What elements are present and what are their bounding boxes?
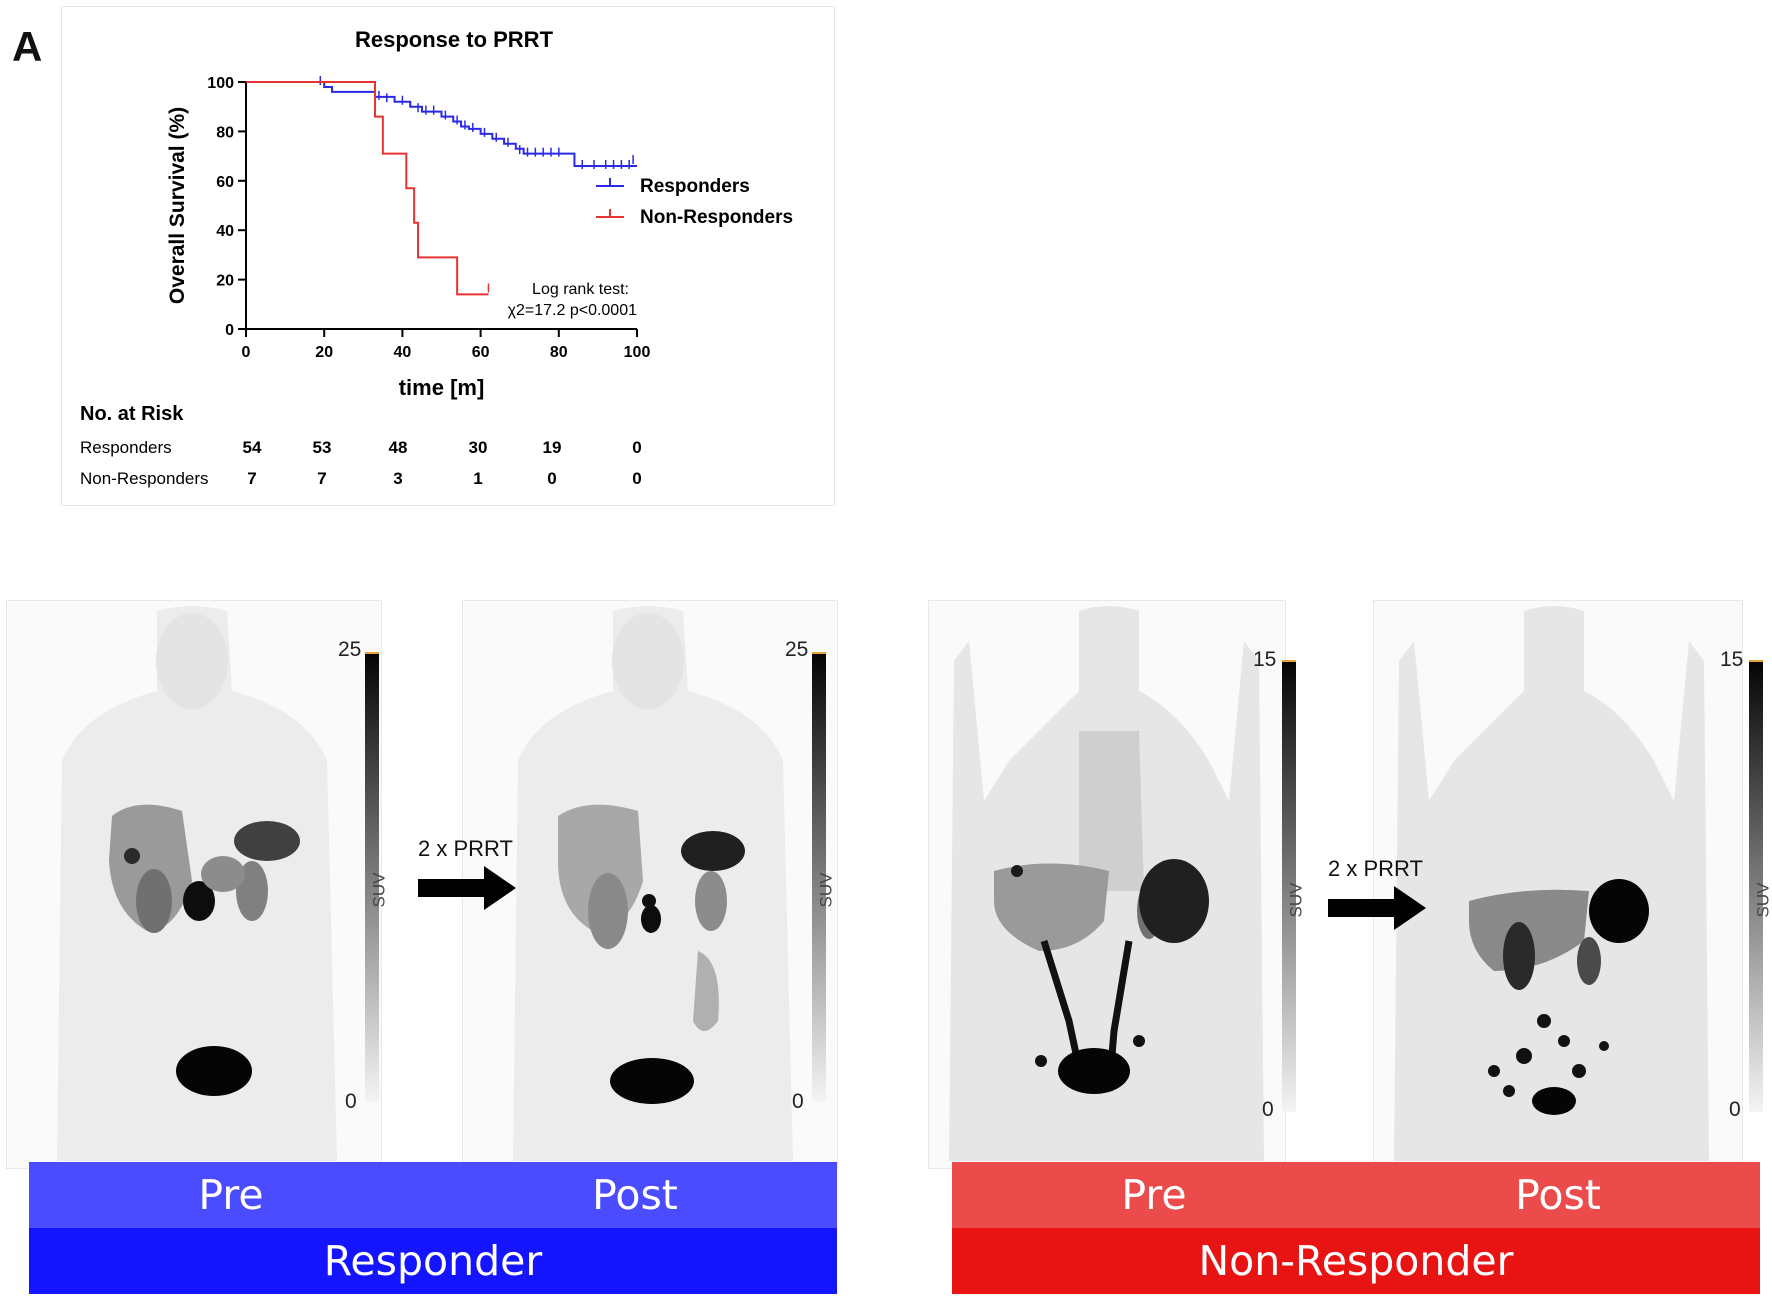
risk-table-title: No. at Risk xyxy=(80,403,184,425)
scan-pre-nonresponder xyxy=(928,600,1286,1169)
suv-colorbar-c-post xyxy=(1749,660,1763,1112)
scan-post-nonresponder xyxy=(1373,600,1743,1169)
x-axis-title: time [m] xyxy=(399,375,485,400)
y-axis-title: Overall Survival (%) xyxy=(166,107,189,304)
risk-cell: 7 xyxy=(247,469,256,488)
label-responder-group: Responder xyxy=(29,1228,837,1294)
x-tick-label: 20 xyxy=(315,344,333,361)
y-tick-label: 80 xyxy=(216,124,234,141)
y-tick-label: 0 xyxy=(225,322,234,339)
arrow-label-b: 2 x PRRT xyxy=(418,836,513,861)
risk-cell: 0 xyxy=(547,469,556,488)
suv-colorbar-b-pre xyxy=(365,652,379,1102)
risk-row-label: Non-Responders xyxy=(80,469,209,488)
label-pre-nonresponder: Pre xyxy=(952,1162,1357,1228)
suv-axis-label-b-pre: SUV xyxy=(369,872,389,908)
suv-min-c-post: 0 xyxy=(1729,1098,1741,1121)
pet-mip-pre-nonresponder xyxy=(949,606,1264,1161)
suv-min-b-pre: 0 xyxy=(345,1090,357,1113)
suv-axis-label-c-post: SUV xyxy=(1753,882,1772,918)
arrow-label-c: 2 x PRRT xyxy=(1328,856,1423,881)
panel-letter-a: A xyxy=(12,23,43,70)
series-line-responders xyxy=(246,81,637,167)
pet-mip-pre-responder xyxy=(57,606,337,1161)
pet-mip-post-nonresponder xyxy=(1394,606,1709,1161)
scan-pre-responder xyxy=(6,600,382,1169)
chart-title: Response to PRRT xyxy=(355,27,554,52)
x-tick-label: 0 xyxy=(242,344,251,361)
suv-max-b-post: 25 xyxy=(785,638,809,661)
y-tick-label: 60 xyxy=(216,174,234,191)
scan-post-responder xyxy=(462,600,838,1169)
legend-label-responders: Responders xyxy=(640,176,750,197)
risk-cell: 1 xyxy=(473,469,482,488)
risk-row-label: Responders xyxy=(80,438,172,457)
risk-cell: 0 xyxy=(632,438,641,457)
logrank-annotation-line1: Log rank test: xyxy=(532,281,629,298)
panel-a-container: Response to PRRT 0 20 40 60 80 100 0 20 40 60 80 100… xyxy=(61,6,835,506)
suv-axis-label-c-pre: SUV xyxy=(1286,882,1306,918)
risk-cell: 54 xyxy=(243,438,262,457)
label-post-responder: Post xyxy=(433,1162,837,1228)
pet-mip-post-responder xyxy=(513,606,793,1161)
label-post-nonresponder: Post xyxy=(1356,1162,1760,1228)
suv-min-b-post: 0 xyxy=(792,1090,804,1113)
label-nonresponder-group: Non-Responder xyxy=(952,1228,1760,1294)
logrank-annotation-line2: χ2=17.2 p<0.0001 xyxy=(508,302,638,319)
y-tick-label: 100 xyxy=(207,75,234,92)
arrow-icon-b xyxy=(418,866,516,910)
series-line-non-responders xyxy=(246,81,489,296)
x-tick-label: 40 xyxy=(394,344,412,361)
suv-max-c-post: 15 xyxy=(1720,648,1744,671)
risk-cell: 7 xyxy=(317,469,326,488)
y-tick-label: 40 xyxy=(216,223,234,240)
suv-axis-label-b-post: SUV xyxy=(816,872,836,908)
label-pre-responder: Pre xyxy=(29,1162,434,1228)
suv-colorbar-c-pre xyxy=(1282,660,1296,1112)
risk-cell: 0 xyxy=(632,469,641,488)
x-tick-label: 60 xyxy=(472,344,490,361)
x-tick-label: 100 xyxy=(624,344,651,361)
risk-cell: 3 xyxy=(393,469,402,488)
risk-cell: 30 xyxy=(469,438,488,457)
risk-cell: 19 xyxy=(543,438,562,457)
suv-max-c-pre: 15 xyxy=(1253,648,1277,671)
suv-colorbar-b-post xyxy=(812,652,826,1102)
suv-max-b-pre: 25 xyxy=(338,638,362,661)
risk-cell: 48 xyxy=(389,438,408,457)
risk-cell: 53 xyxy=(313,438,332,457)
arrow-icon-c xyxy=(1328,886,1426,930)
y-tick-label: 20 xyxy=(216,273,234,290)
suv-min-c-pre: 0 xyxy=(1262,1098,1274,1121)
x-tick-label: 80 xyxy=(550,344,568,361)
legend-label-non-responders: Non-Responders xyxy=(640,207,793,228)
